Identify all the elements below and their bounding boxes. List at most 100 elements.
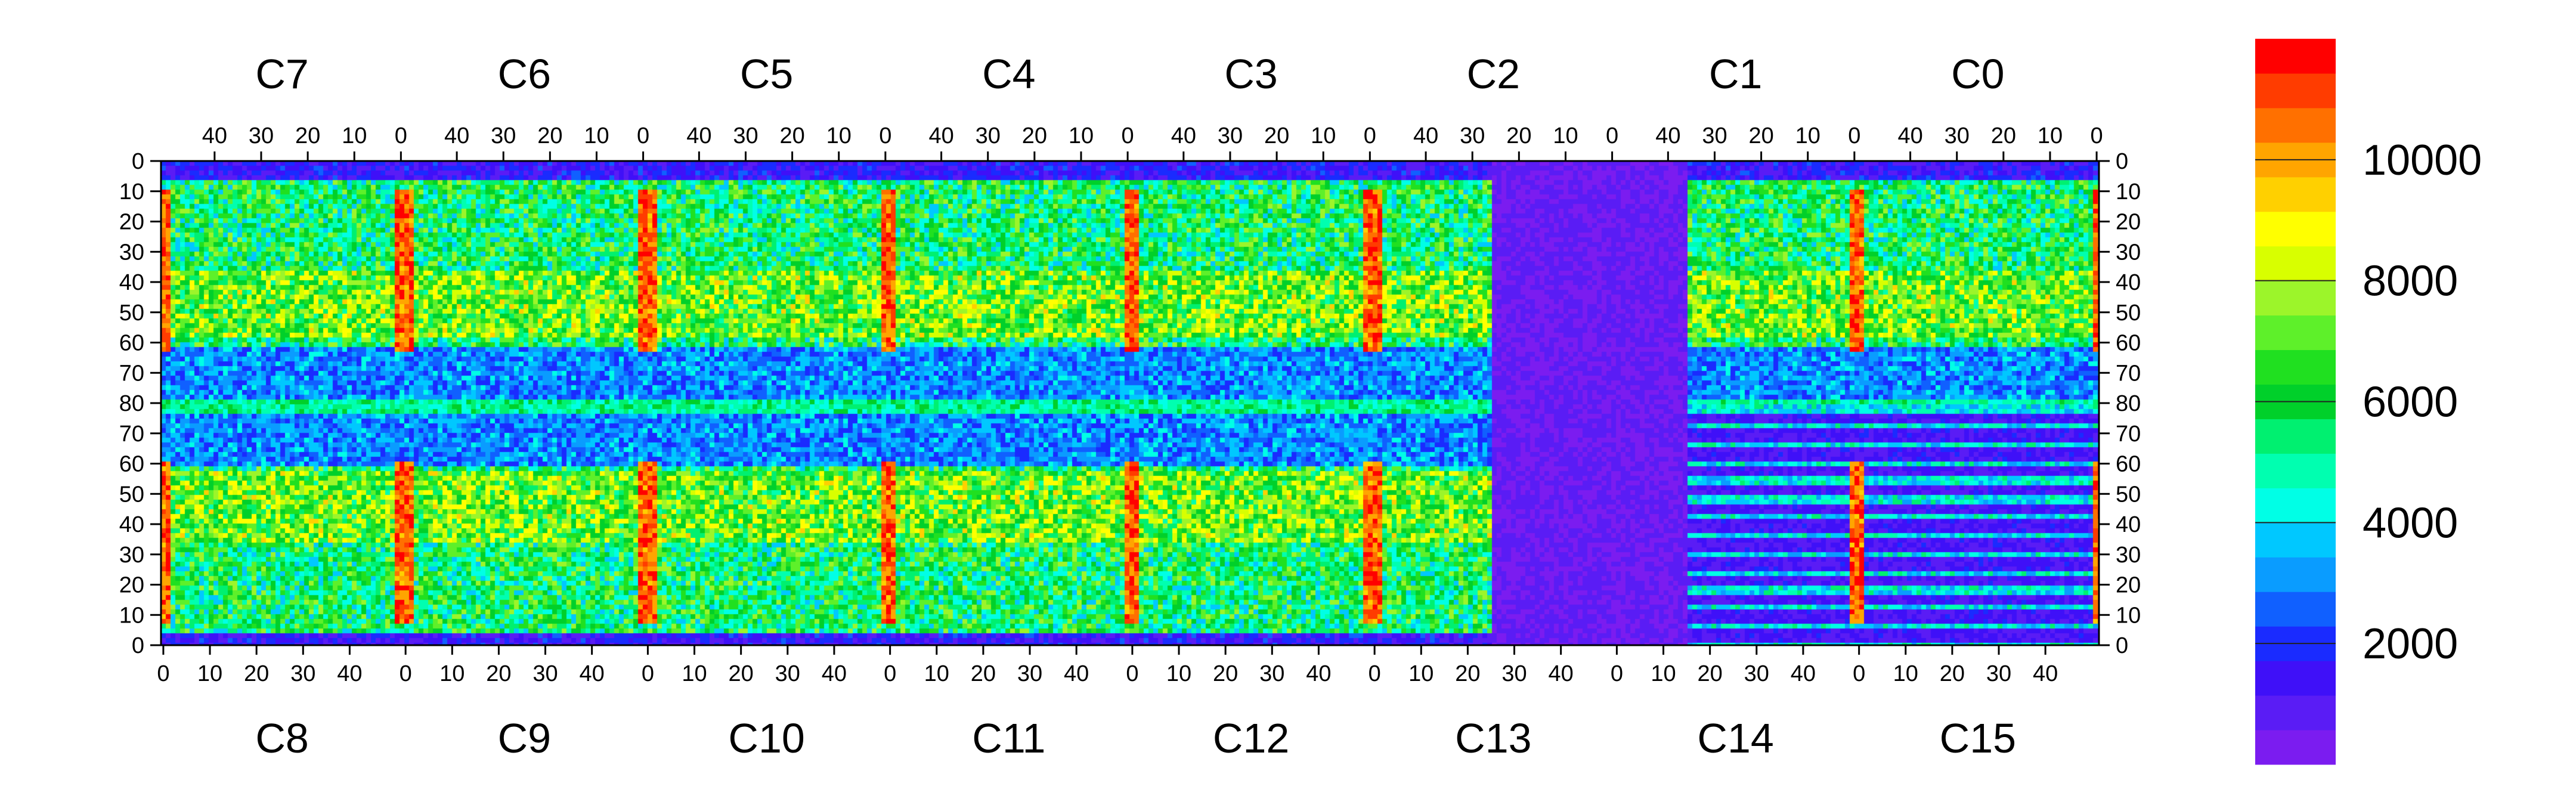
x-tick-label-top: 20: [779, 123, 804, 148]
y-tick-label-right: 20: [2116, 210, 2141, 235]
chip-label-bottom: C11: [972, 715, 1045, 761]
x-tick-label-top: 10: [1553, 123, 1578, 148]
x-tick-label-top: 30: [1460, 123, 1485, 148]
x-tick-label-top: 30: [491, 123, 516, 148]
y-tick-label-right: 80: [2116, 391, 2141, 416]
y-tick-label-left: 80: [119, 391, 144, 416]
x-tick-label-bottom: 10: [1166, 661, 1191, 686]
x-tick-label-bottom: 40: [337, 661, 362, 686]
x-tick-label-top: 20: [295, 123, 320, 148]
x-tick-label-bottom: 40: [822, 661, 847, 686]
x-tick-label-top: 30: [976, 123, 1001, 148]
colorbar-tick-label: 4000: [2363, 499, 2458, 547]
colorbar-swatch: [2255, 592, 2336, 627]
colorbar-swatch: [2255, 522, 2336, 558]
x-tick-label-bottom: 30: [290, 661, 315, 686]
chip-label-top: C4: [982, 51, 1035, 97]
x-tick-label-bottom: 0: [400, 661, 412, 686]
x-tick-label-bottom: 40: [1306, 661, 1331, 686]
x-tick-label-top: 20: [1991, 123, 2016, 148]
y-tick-label-left: 0: [132, 149, 144, 174]
x-tick-label-top: 10: [826, 123, 852, 148]
x-tick-label-bottom: 30: [1259, 661, 1284, 686]
heatmap-layer: [161, 161, 2099, 645]
x-tick-label-bottom: 20: [971, 661, 996, 686]
x-tick-label-top: 10: [2038, 123, 2063, 148]
colorbar-swatch: [2255, 73, 2336, 109]
y-tick-label-right: 0: [2116, 149, 2128, 174]
y-tick-label-left: 40: [119, 512, 144, 537]
x-tick-label-top: 10: [584, 123, 609, 148]
x-tick-label-bottom: 0: [1611, 661, 1623, 686]
x-tick-label-top: 20: [1264, 123, 1289, 148]
colorbar-tick-label: 6000: [2363, 379, 2458, 426]
y-tick-label-right: 30: [2116, 240, 2141, 265]
y-tick-label-left: 30: [119, 240, 144, 265]
colorbar-swatch: [2255, 488, 2336, 523]
x-tick-label-top: 20: [1506, 123, 1531, 148]
colorbar-swatch: [2255, 107, 2336, 143]
chip-label-bottom: C13: [1455, 715, 1531, 761]
x-tick-label-top: 10: [1795, 123, 1820, 148]
x-tick-label-bottom: 40: [580, 661, 605, 686]
x-tick-label-top: 30: [249, 123, 274, 148]
x-tick-label-bottom: 10: [682, 661, 707, 686]
x-tick-label-top: 40: [444, 123, 469, 148]
y-tick-label-left: 60: [119, 331, 144, 356]
colorbar-swatch: [2255, 419, 2336, 454]
x-tick-label-top: 0: [637, 123, 649, 148]
x-tick-label-bottom: 10: [1408, 661, 1433, 686]
y-tick-label-left: 0: [132, 633, 144, 658]
x-tick-label-bottom: 0: [1853, 661, 1865, 686]
x-tick-label-bottom: 10: [924, 661, 949, 686]
colorbar-swatch: [2255, 695, 2336, 730]
colorbar-swatch: [2255, 280, 2336, 316]
chip-label-top: C1: [1709, 51, 1762, 97]
x-tick-label-bottom: 40: [1549, 661, 1574, 686]
x-tick-label-top: 40: [1897, 123, 1922, 148]
x-tick-label-bottom: 30: [775, 661, 800, 686]
colorbar-swatch: [2255, 177, 2336, 212]
x-tick-label-bottom: 20: [244, 661, 269, 686]
x-tick-label-top: 0: [1364, 123, 1376, 148]
x-tick-label-bottom: 0: [884, 661, 896, 686]
chip-label-bottom: C9: [498, 715, 551, 761]
y-tick-label-right: 50: [2116, 301, 2141, 326]
y-tick-label-left: 30: [119, 543, 144, 568]
x-tick-label-bottom: 30: [532, 661, 558, 686]
x-tick-label-bottom: 20: [1698, 661, 1723, 686]
x-tick-label-top: 0: [1122, 123, 1134, 148]
y-tick-label-left: 20: [119, 573, 144, 598]
y-tick-label-right: 10: [2116, 179, 2141, 205]
chip-label-bottom: C8: [255, 715, 308, 761]
colorbar: 2000 4000 6000 8000 10000: [2255, 39, 2482, 765]
y-tick-label-right: 40: [2116, 270, 2141, 295]
y-tick-label-left: 50: [119, 482, 144, 507]
y-tick-label-right: 10: [2116, 603, 2141, 628]
x-tick-label-bottom: 10: [1893, 661, 1918, 686]
chip-label-top: C6: [498, 51, 551, 97]
x-tick-label-top: 0: [1848, 123, 1860, 148]
y-tick-label-right: 70: [2116, 422, 2141, 447]
x-tick-label-bottom: 0: [1368, 661, 1381, 686]
x-tick-label-bottom: 20: [729, 661, 754, 686]
x-tick-label-bottom: 20: [486, 661, 511, 686]
x-tick-label-bottom: 30: [1744, 661, 1769, 686]
chip-label-bottom: C15: [1940, 715, 2016, 761]
colorbar-tick-label: 8000: [2363, 258, 2458, 305]
y-tick-label-right: 60: [2116, 331, 2141, 356]
chip-label-top: C2: [1467, 51, 1520, 97]
colorbar-swatch: [2255, 557, 2336, 592]
chip-label-top: C7: [255, 51, 308, 97]
y-tick-label-left: 70: [119, 361, 144, 386]
y-tick-label-right: 0: [2116, 633, 2128, 658]
x-tick-label-bottom: 30: [1501, 661, 1527, 686]
y-tick-label-right: 40: [2116, 512, 2141, 537]
colorbar-swatch: [2255, 315, 2336, 351]
y-tick-label-right: 60: [2116, 452, 2141, 477]
x-tick-label-top: 10: [1311, 123, 1336, 148]
x-tick-label-top: 40: [1413, 123, 1438, 148]
y-tick-label-left: 10: [119, 603, 144, 628]
heatmap-image: [161, 161, 2099, 645]
